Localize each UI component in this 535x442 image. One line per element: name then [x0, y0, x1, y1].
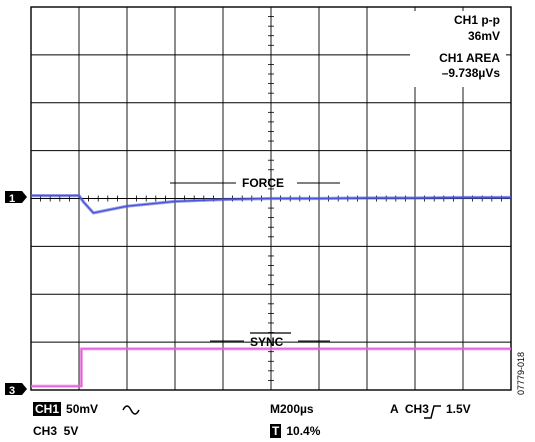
sync-label: SYNC — [250, 335, 284, 349]
ch1-area-value: –9.738µVs — [442, 66, 501, 80]
ch3-status: CH3 5V — [33, 424, 78, 438]
ch1-status: CH1 50mV — [33, 402, 98, 416]
ch1-area-label: CH1 AREA — [439, 51, 500, 65]
traces — [31, 194, 511, 388]
ch1-pp-value: 36mV — [468, 29, 500, 43]
trigger-badge: T — [270, 424, 282, 438]
figure-id: 07779-018 — [516, 352, 526, 395]
trigger-level: 1.5V — [446, 402, 471, 416]
force-label: FORCE — [242, 176, 284, 190]
ch1-pp-label: CH1 p-p — [454, 13, 500, 27]
timebase: M200µs — [270, 402, 314, 416]
ch1-trace — [31, 194, 511, 214]
ch1-marker: 1 — [5, 191, 27, 205]
trigger-status: A CH3 — [390, 402, 429, 416]
ch1-badge: CH1 — [33, 402, 62, 416]
ch1-scale: 50mV — [66, 402, 99, 416]
trigger-level-status: 1.5V — [446, 402, 471, 416]
ch3-marker: 3 — [5, 383, 27, 397]
measurement-panel: CH1 p-p 36mV CH1 AREA –9.738µVs — [410, 11, 506, 87]
rising-edge-icon — [424, 405, 441, 419]
svg-text:3: 3 — [9, 385, 15, 397]
trigger-position-status: T 10.4% — [270, 424, 320, 438]
trigger-position: 10.4% — [286, 424, 321, 438]
trigger-source: A CH3 — [390, 402, 429, 416]
timebase-status: M200µs — [270, 402, 314, 416]
ch3-scale: CH3 5V — [33, 424, 79, 438]
svg-text:1: 1 — [9, 193, 15, 205]
ch3-trace — [31, 348, 511, 387]
ac-coupling-icon — [122, 405, 140, 415]
